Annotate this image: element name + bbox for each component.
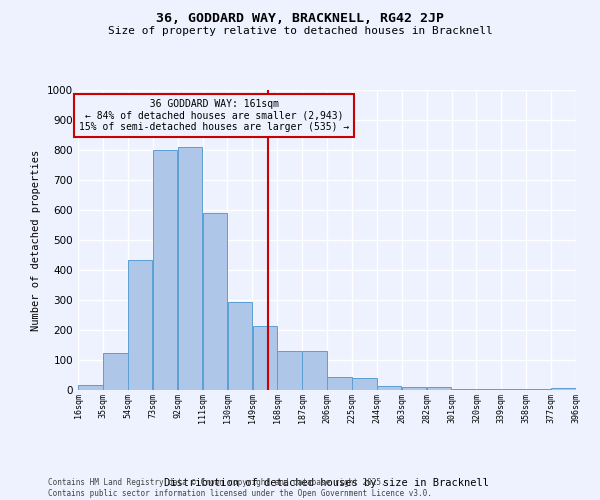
Bar [78,384,103,390]
Bar [327,378,352,390]
Text: 36, GODDARD WAY, BRACKNELL, RG42 2JP: 36, GODDARD WAY, BRACKNELL, RG42 2JP [156,12,444,26]
Bar [352,378,377,390]
Bar [153,150,178,390]
Text: Size of property relative to detached houses in Bracknell: Size of property relative to detached ho… [107,26,493,36]
Bar [178,147,202,390]
Text: 36 GODDARD WAY: 161sqm  
← 84% of detached houses are smaller (2,943)
15% of sem: 36 GODDARD WAY: 161sqm ← 84% of detached… [79,99,349,132]
Bar [377,386,401,390]
Bar [402,387,427,390]
Bar [427,387,451,390]
Bar [203,213,227,390]
Bar [103,352,128,390]
Bar [551,388,576,390]
Bar [253,326,277,390]
Text: Contains HM Land Registry data © Crown copyright and database right 2025.
Contai: Contains HM Land Registry data © Crown c… [48,478,432,498]
Bar [227,302,252,390]
Bar [302,351,327,390]
Bar [277,351,302,390]
Y-axis label: Number of detached properties: Number of detached properties [31,150,41,330]
X-axis label: Distribution of detached houses by size in Bracknell: Distribution of detached houses by size … [164,478,490,488]
Bar [476,388,501,390]
Bar [128,260,152,390]
Bar [452,388,476,390]
